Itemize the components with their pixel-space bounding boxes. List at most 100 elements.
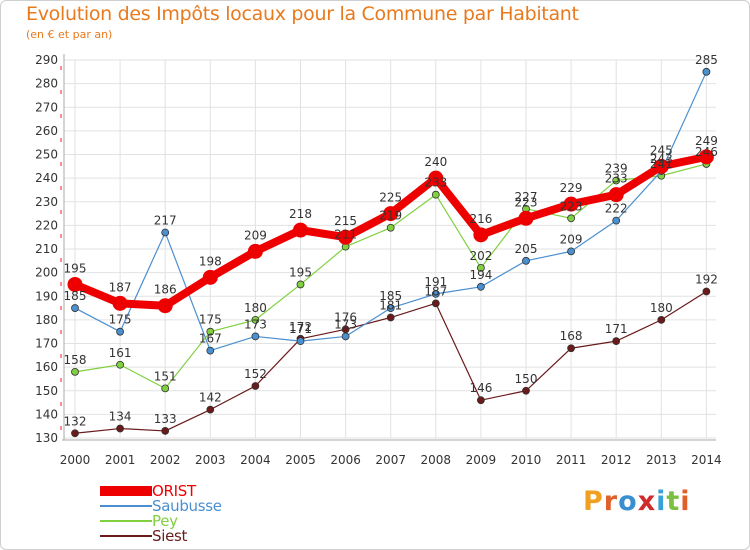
data-label-orist: 195 bbox=[64, 261, 87, 275]
data-label-orist: 223 bbox=[515, 195, 538, 209]
data-label-saubusse: 191 bbox=[424, 275, 447, 289]
data-label-siest: 180 bbox=[650, 301, 673, 315]
data-label-saubusse: 167 bbox=[199, 332, 222, 346]
data-point-orist bbox=[698, 149, 714, 165]
data-label-orist: 209 bbox=[244, 228, 267, 242]
data-label-siest: 146 bbox=[469, 381, 492, 395]
data-point-orist bbox=[67, 276, 83, 292]
data-label-saubusse: 175 bbox=[109, 313, 132, 327]
x-tick-label: 2003 bbox=[195, 453, 226, 467]
legend-item-siest: Siest bbox=[100, 527, 188, 545]
chart-subtitle: (en € et par an) bbox=[26, 28, 113, 41]
data-label-siest: 132 bbox=[64, 414, 87, 428]
data-label-pey: 239 bbox=[605, 161, 628, 175]
data-label-pey: 175 bbox=[199, 313, 222, 327]
legend-swatch bbox=[100, 486, 152, 496]
data-point-saubusse bbox=[567, 247, 575, 256]
data-label-siest: 150 bbox=[515, 372, 538, 386]
data-label-orist: 229 bbox=[560, 181, 583, 195]
data-point-siest bbox=[657, 315, 666, 324]
data-point-siest bbox=[161, 427, 170, 435]
data-label-pey: 202 bbox=[469, 249, 492, 263]
data-point-orist bbox=[653, 158, 669, 174]
data-label-siest: 172 bbox=[289, 320, 312, 334]
y-tick-label: 140 bbox=[35, 407, 58, 421]
x-tick-label: 2004 bbox=[240, 453, 271, 467]
data-point-saubusse bbox=[612, 216, 621, 225]
data-label-orist: 225 bbox=[379, 191, 402, 205]
legend-label: ORIST bbox=[152, 482, 196, 500]
proxiti-logo: Proxiti bbox=[583, 486, 691, 517]
data-label-pey: 151 bbox=[154, 369, 177, 383]
x-tick-label: 2012 bbox=[601, 453, 632, 467]
data-point-saubusse bbox=[431, 289, 440, 298]
legend-item-saubusse: Saubusse bbox=[100, 497, 222, 515]
data-point-orist bbox=[428, 170, 444, 186]
logo-letter: t bbox=[666, 486, 681, 517]
y-tick-label: 270 bbox=[35, 100, 58, 114]
y-tick-label: 280 bbox=[35, 77, 58, 91]
data-label-siest: 176 bbox=[334, 310, 357, 324]
data-label-pey: 241 bbox=[650, 157, 673, 171]
data-label-saubusse: 194 bbox=[469, 268, 492, 282]
data-label-saubusse: 185 bbox=[379, 289, 402, 303]
y-tick-label: 150 bbox=[35, 384, 58, 398]
data-point-saubusse bbox=[386, 304, 395, 312]
data-point-orist bbox=[112, 295, 128, 311]
data-point-siest bbox=[386, 313, 395, 322]
legend-swatch bbox=[100, 520, 152, 522]
data-point-saubusse bbox=[702, 67, 711, 76]
x-tick-label: 2005 bbox=[285, 453, 316, 467]
data-point-pey bbox=[251, 315, 260, 324]
data-label-siest: 134 bbox=[109, 410, 132, 424]
y-tick-label: 260 bbox=[35, 124, 58, 138]
legend-label: Siest bbox=[152, 527, 188, 545]
data-label-saubusse: 243 bbox=[650, 152, 673, 166]
data-point-saubusse bbox=[476, 282, 485, 291]
y-tick-label: 210 bbox=[35, 242, 58, 256]
y-tick-label: 170 bbox=[35, 337, 58, 351]
data-label-saubusse: 209 bbox=[560, 232, 583, 246]
x-tick-label: 2007 bbox=[375, 453, 406, 467]
data-point-saubusse bbox=[206, 346, 215, 355]
y-tick-label: 220 bbox=[35, 218, 58, 232]
data-point-pey bbox=[161, 384, 170, 393]
y-tick-label: 240 bbox=[35, 171, 58, 185]
logo-letter: i bbox=[656, 486, 667, 517]
data-label-pey: 158 bbox=[64, 353, 87, 367]
data-label-siest: 152 bbox=[244, 367, 267, 381]
data-point-siest bbox=[612, 337, 621, 346]
data-point-siest bbox=[567, 344, 575, 353]
axis-layer: 130 140 150 160 170 180 190 200 210 220 230 240 250 2… bbox=[35, 53, 722, 467]
data-label-pey: 246 bbox=[695, 145, 718, 159]
data-point-pey bbox=[71, 367, 79, 376]
data-label-orist: 198 bbox=[199, 254, 222, 268]
data-label-pey: 219 bbox=[379, 209, 402, 223]
x-tick-label: 2008 bbox=[421, 453, 452, 467]
y-tick-label: 180 bbox=[35, 313, 58, 327]
data-point-pey bbox=[296, 280, 305, 289]
legend-swatch bbox=[100, 505, 152, 507]
data-point-siest bbox=[116, 424, 124, 433]
data-point-orist bbox=[247, 243, 263, 259]
legend-item-pey: Pey bbox=[100, 512, 178, 530]
logo-letter: x bbox=[637, 486, 657, 517]
data-point-pey bbox=[612, 176, 621, 185]
data-point-orist bbox=[202, 269, 218, 285]
legend-swatch bbox=[100, 535, 152, 537]
data-point-siest bbox=[702, 287, 711, 296]
data-point-saubusse bbox=[296, 337, 305, 346]
series-layer bbox=[67, 67, 714, 438]
grid-layer bbox=[64, 59, 716, 439]
label-layer: 132 134 133 142 152 172 176 181 187 146 150 168 171 1… bbox=[64, 53, 718, 428]
x-tick-label: 2000 bbox=[60, 453, 91, 467]
logo-letter: P bbox=[583, 486, 604, 517]
data-label-siest: 171 bbox=[605, 322, 628, 336]
data-point-siest bbox=[71, 429, 79, 438]
x-tick-label: 2010 bbox=[511, 453, 542, 467]
logo-letter: o bbox=[618, 486, 638, 517]
data-label-orist: 187 bbox=[109, 280, 132, 294]
legend-label: Saubusse bbox=[152, 497, 222, 515]
x-tick-label: 2009 bbox=[466, 453, 497, 467]
